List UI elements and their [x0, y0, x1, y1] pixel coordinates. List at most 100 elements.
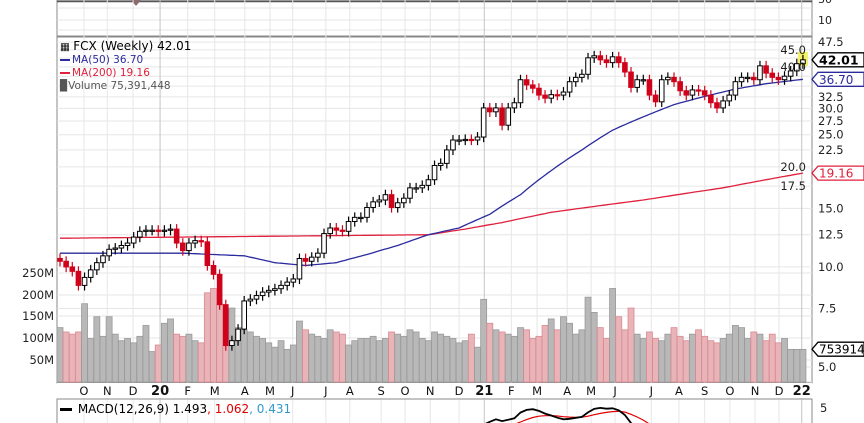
candle-body	[769, 72, 776, 78]
candlestick	[321, 228, 327, 259]
candle-body	[124, 242, 131, 247]
x-axis-label: N	[426, 384, 435, 398]
candle-body	[87, 269, 94, 278]
candlestick	[517, 74, 524, 108]
candle-body	[155, 229, 162, 232]
legend-volume-text: Volume 75,391,448	[68, 80, 171, 92]
volume-bar	[523, 329, 531, 383]
volume-bar	[590, 311, 598, 383]
candlestick	[407, 182, 413, 204]
candle-body	[579, 73, 585, 78]
candle-body	[345, 221, 352, 232]
candlestick	[278, 280, 284, 294]
candlestick	[499, 102, 505, 131]
price-axis-label: 7.5	[818, 301, 836, 315]
candle-body	[431, 164, 438, 181]
candlestick	[554, 89, 561, 101]
candle-body	[315, 252, 321, 258]
volume-badge: 7539144	[811, 341, 864, 357]
x-axis-label: O	[725, 384, 734, 398]
volume-bar	[375, 340, 383, 383]
volume-bar	[560, 316, 567, 383]
x-axis-label: A	[241, 384, 249, 398]
candlestick	[536, 83, 542, 101]
candlestick	[456, 135, 462, 146]
candlestick	[204, 236, 211, 271]
volume-bar	[277, 340, 285, 383]
volume-bar	[382, 338, 389, 383]
volume-bar	[118, 340, 125, 383]
macd-label: MACD(12,26,9)	[77, 402, 169, 416]
candle-body	[720, 100, 726, 109]
legend-volume: ▉Volume 75,391,448	[60, 80, 171, 92]
volume-bar	[652, 338, 659, 383]
price-axis-label: 17.5	[780, 179, 806, 193]
price-axis-label: 45.0	[780, 43, 806, 57]
candle-body	[775, 76, 782, 81]
candlestick	[450, 135, 456, 156]
candlestick	[315, 248, 321, 263]
upper-axis-label: 30	[818, 0, 832, 6]
candle-body	[701, 90, 708, 96]
candlestick	[597, 50, 604, 65]
x-axis-label: 20	[151, 384, 169, 399]
volume-bar	[203, 292, 211, 383]
volume-bar	[467, 333, 475, 383]
candle-body	[118, 245, 125, 249]
last-price-badge-text: 42.01	[819, 52, 859, 67]
price-axis-label: 22.5	[818, 143, 844, 157]
volume-bar	[670, 327, 678, 383]
candle-body	[425, 179, 432, 186]
x-axis-label: D	[129, 384, 138, 398]
price-axis-label: 32.5	[818, 90, 844, 104]
volume-bar	[584, 296, 592, 383]
candlestick	[253, 290, 260, 305]
candlestick	[800, 54, 806, 69]
candlestick	[757, 60, 763, 85]
volume-bar	[56, 327, 64, 383]
volume-bar	[596, 327, 604, 383]
volume-bar	[707, 340, 715, 383]
volume-bar	[253, 335, 260, 383]
volume-bar	[314, 335, 322, 383]
volume-bar	[756, 333, 764, 383]
legend-ma50-text: MA(50) 36.70	[72, 54, 144, 66]
volume-bar	[615, 316, 623, 383]
candle-body	[480, 107, 487, 138]
volume-bar	[240, 329, 248, 383]
candlestick	[241, 295, 247, 335]
volume-bar	[431, 331, 438, 383]
candlestick	[351, 212, 358, 227]
volume-bar	[406, 329, 414, 383]
x-axis-label: J	[290, 384, 294, 398]
candlestick	[75, 266, 82, 291]
candlestick	[487, 102, 493, 117]
candle-body	[401, 197, 407, 204]
x-axis-label: O	[401, 384, 410, 398]
volume-bar	[639, 338, 647, 383]
candle-body	[394, 202, 401, 208]
candle-body	[241, 300, 247, 330]
candle-body	[493, 107, 499, 113]
candlestick	[272, 283, 278, 296]
candle-body	[419, 184, 426, 189]
candle-body	[787, 70, 794, 77]
price-axis-label: 15.0	[818, 201, 844, 215]
volume-bar	[271, 346, 279, 383]
candle-body	[800, 59, 806, 65]
candlestick	[186, 238, 192, 256]
candlestick	[695, 84, 702, 96]
candlestick	[615, 51, 622, 68]
x-axis-label: M	[210, 384, 220, 398]
candle-body	[554, 94, 561, 97]
candle-body	[235, 328, 241, 342]
volume-bar	[750, 331, 758, 383]
candlestick	[327, 223, 333, 239]
candle-body	[665, 76, 671, 81]
candlestick	[222, 299, 229, 351]
volume-axis-label: 50M	[29, 353, 54, 367]
volume-bar	[75, 331, 82, 383]
candlestick	[419, 180, 426, 193]
x-axis-label: A	[563, 384, 571, 398]
